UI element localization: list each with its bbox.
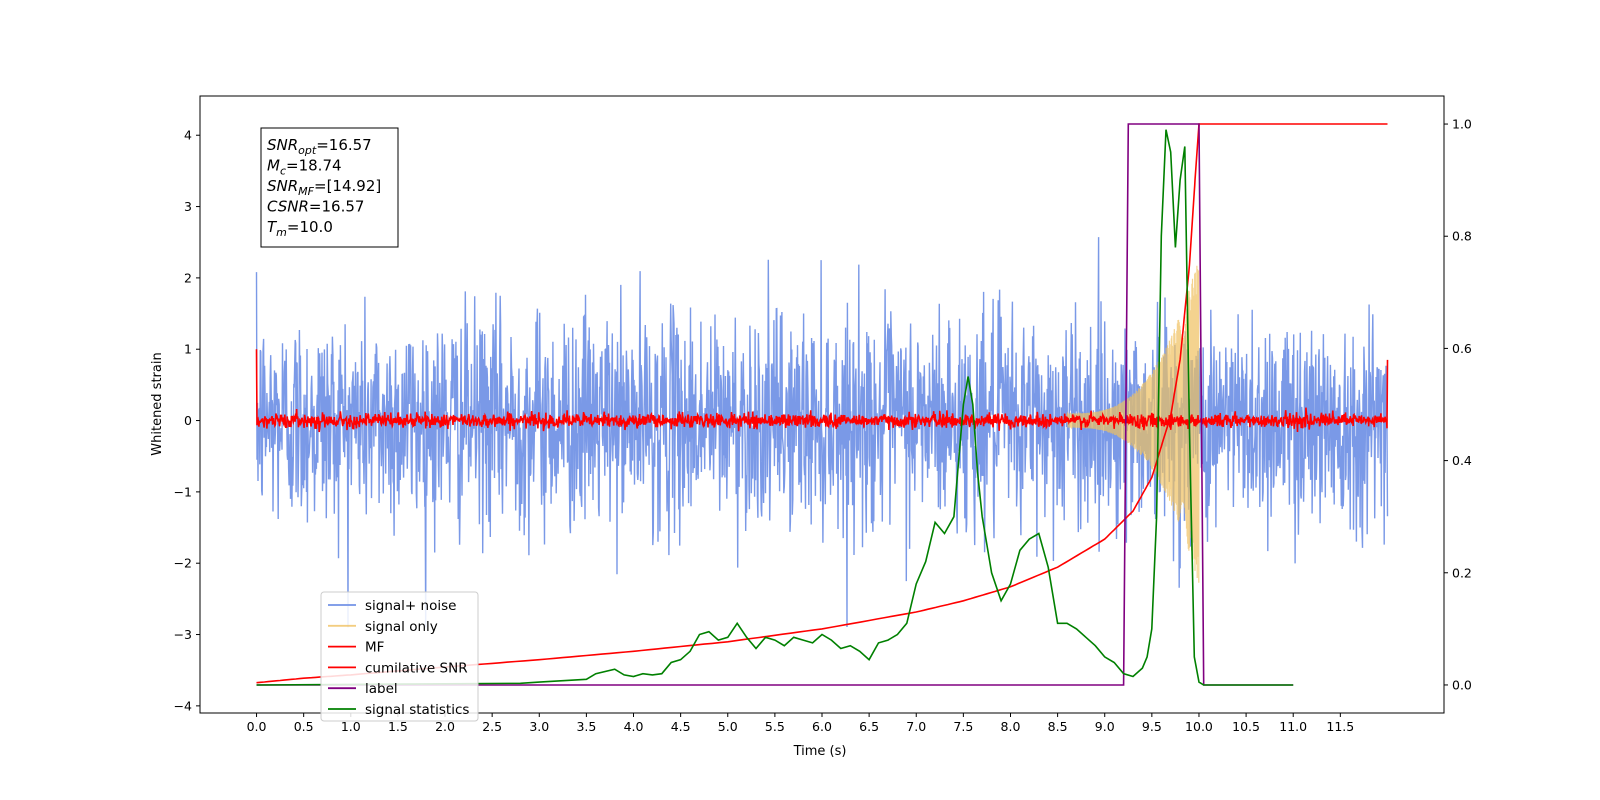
y-right-tick-label: 0.4 — [1452, 453, 1472, 468]
x-tick-label: 2.5 — [482, 719, 502, 734]
y-left-tick-label: 0 — [184, 413, 192, 428]
annotation-line: SNRMF=[14.92] — [267, 177, 381, 198]
x-tick-label: 4.0 — [624, 719, 644, 734]
x-axis: 0.0 0.5 1.0 1.5 2.0 2.5 3.0 3.5 4.0 4.5 5.0 5.5 6.0 6… — [247, 713, 1354, 734]
y-left-tick-label: 4 — [184, 128, 192, 143]
y-left-tick-label: 2 — [184, 270, 192, 285]
annotation-subscript: MF — [298, 185, 314, 198]
x-tick-label: 10.5 — [1232, 719, 1260, 734]
x-tick-label: 7.5 — [953, 719, 973, 734]
x-tick-label: 7.0 — [906, 719, 926, 734]
y-axis-left: 4 3 2 1 0 −1 −2 −3 −4 — [174, 128, 200, 713]
stats-annotation-box: SNRopt=16.57Mc=18.74SNRMF=[14.92]CSNR=16… — [260, 127, 399, 248]
annotation-symbol: T — [267, 218, 278, 236]
annotation-subscript: c — [280, 165, 286, 178]
y-axis-right: 1.0 0.8 0.6 0.4 0.2 0.0 — [1444, 117, 1472, 692]
annotation-symbol: M — [267, 157, 280, 175]
annotation-value: =16.57 — [316, 136, 372, 154]
annotation-subscript: opt — [298, 144, 317, 157]
x-tick-label: 3.5 — [576, 719, 596, 734]
x-tick-label: 11.5 — [1326, 719, 1354, 734]
legend: signal+ noise signal only MF cumilative SNR… — [320, 591, 479, 722]
x-tick-label: 8.0 — [1001, 719, 1021, 734]
series-signal-plus-noise-line — [255, 237, 1389, 628]
x-tick-label: 5.5 — [765, 719, 785, 734]
y-left-tick-label: −3 — [174, 627, 192, 642]
x-tick-label: 10.0 — [1185, 719, 1213, 734]
x-tick-label: 0.5 — [294, 719, 314, 734]
x-tick-label: 4.5 — [671, 719, 691, 734]
y-left-tick-label: −1 — [174, 484, 192, 499]
annotation-line: Tm=10.0 — [267, 218, 333, 239]
y-left-tick-label: −2 — [174, 556, 192, 571]
x-axis-label: Time (s) — [793, 744, 847, 759]
annotation-line: Mc=18.74 — [267, 157, 342, 178]
y-right-tick-label: 0.0 — [1452, 677, 1472, 692]
y-right-tick-label: 0.6 — [1452, 341, 1472, 356]
x-tick-label: 9.5 — [1142, 719, 1162, 734]
y-right-tick-label: 1.0 — [1452, 117, 1472, 132]
legend-entry-label: label — [365, 681, 398, 697]
legend-entry-label: signal statistics — [365, 702, 469, 718]
x-tick-label: 2.0 — [435, 719, 455, 734]
annotation-line: CSNR=16.57 — [267, 198, 364, 216]
annotation-value: =18.74 — [286, 157, 342, 175]
annotation-subscript: m — [276, 226, 287, 239]
y-axis-label: Whitened strain — [150, 352, 165, 455]
legend-entry-label: cumilative SNR — [365, 660, 468, 676]
annotation-symbol: CSNR — [267, 198, 309, 216]
y-right-tick-label: 0.8 — [1452, 229, 1472, 244]
x-tick-label: 1.0 — [341, 719, 361, 734]
legend-entry-label: signal only — [365, 619, 438, 635]
annotation-value: =10.0 — [287, 218, 333, 236]
annotation-value: =16.57 — [309, 198, 365, 216]
y-left-tick-label: 3 — [184, 199, 192, 214]
legend-frame — [320, 591, 479, 722]
legend-entry-label: signal+ noise — [365, 598, 456, 614]
annotation-symbol: SNR — [267, 136, 298, 154]
y-left-tick-label: 1 — [184, 342, 192, 357]
x-tick-label: 0.0 — [247, 719, 267, 734]
annotation-value: =[14.92] — [314, 177, 381, 195]
y-right-tick-label: 0.2 — [1452, 565, 1472, 580]
annotation-box-frame — [260, 127, 399, 248]
x-tick-label: 5.0 — [718, 719, 738, 734]
series-signal-statistics-line — [256, 129, 1294, 686]
x-tick-label: 3.0 — [529, 719, 549, 734]
series-mf-line — [255, 349, 1389, 433]
y-left-tick-label: −4 — [174, 698, 192, 713]
x-tick-label: 8.5 — [1048, 719, 1068, 734]
x-tick-label: 1.5 — [388, 719, 408, 734]
annotation-line: SNRopt=16.57 — [267, 136, 372, 157]
x-tick-label: 6.0 — [812, 719, 832, 734]
annotation-symbol: SNR — [267, 177, 298, 195]
x-tick-label: 9.0 — [1095, 719, 1115, 734]
x-tick-label: 6.5 — [859, 719, 879, 734]
x-tick-label: 11.0 — [1279, 719, 1307, 734]
legend-entry-label: MF — [365, 640, 384, 656]
